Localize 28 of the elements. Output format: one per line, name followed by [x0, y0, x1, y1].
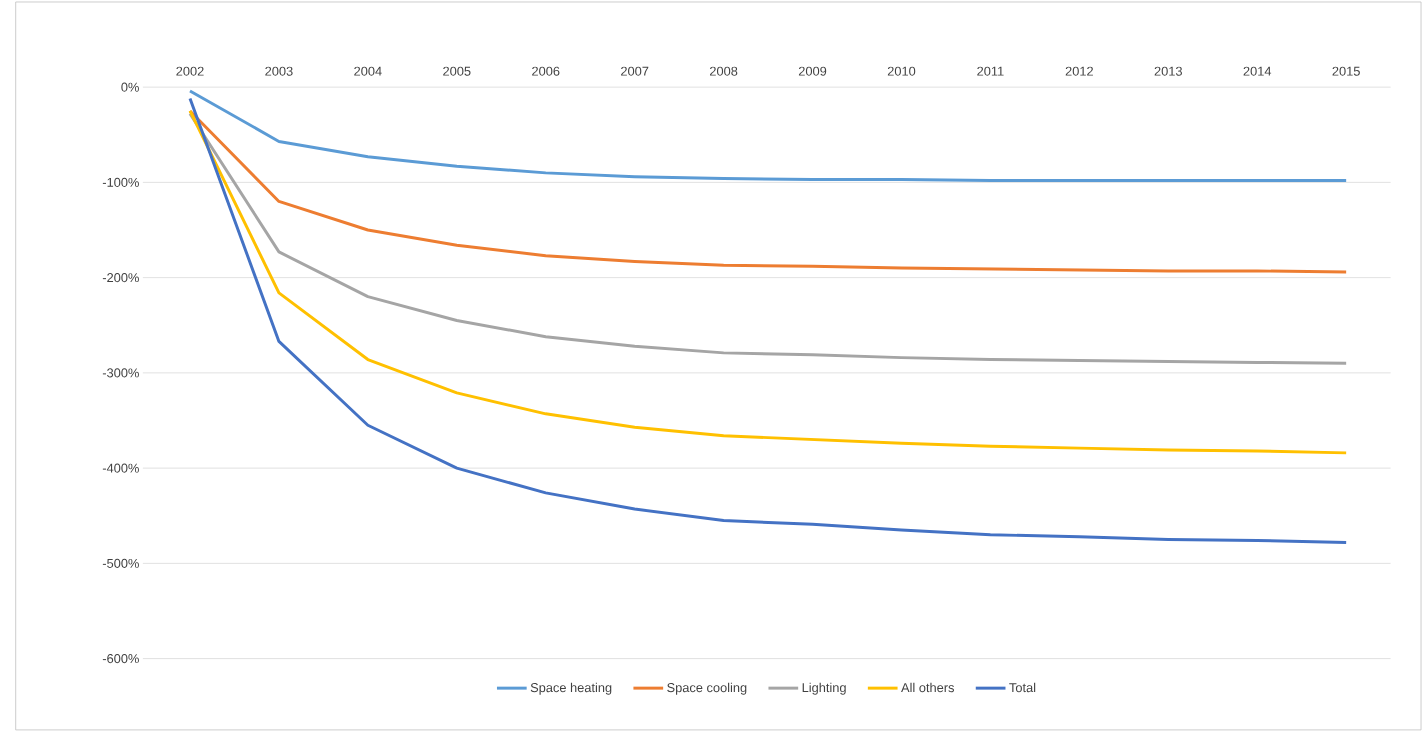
y-tick-label: -500% [102, 558, 139, 568]
x-tick-label: 2013 [1154, 66, 1182, 76]
x-tick-label: 2009 [798, 66, 827, 76]
x-tick-label: 2011 [977, 66, 1004, 76]
x-tick-label: 2008 [709, 66, 738, 76]
line-series [188, 112, 1348, 365]
line-series [188, 97, 1348, 544]
legend-label: All others [901, 682, 955, 693]
y-tick-label: 0% [121, 82, 139, 92]
x-tick-label: 2015 [1332, 66, 1360, 76]
legend-label: Space cooling [667, 682, 747, 695]
y-tick-label: -400% [102, 463, 139, 473]
x-tick-label: 2014 [1243, 66, 1272, 76]
x-tick-label: 2010 [887, 66, 916, 76]
x-tick-label: 2006 [532, 66, 560, 76]
y-tick-label: -100% [102, 177, 139, 187]
x-tick-label: 2012 [1065, 66, 1093, 76]
y-tick-label: -600% [102, 654, 139, 664]
x-tick-label: 2002 [176, 66, 204, 76]
x-tick-label: 2003 [265, 66, 293, 76]
x-tick-label: 2004 [354, 66, 382, 76]
legend-label: Total [1009, 682, 1036, 693]
legend-label: Lighting [802, 682, 846, 695]
y-tick-label: -300% [102, 368, 139, 378]
y-tick-label: -200% [102, 273, 139, 283]
x-tick-label: 2005 [443, 66, 471, 76]
x-tick-label: 2007 [621, 66, 649, 76]
legend-label: Space heating [530, 682, 612, 695]
